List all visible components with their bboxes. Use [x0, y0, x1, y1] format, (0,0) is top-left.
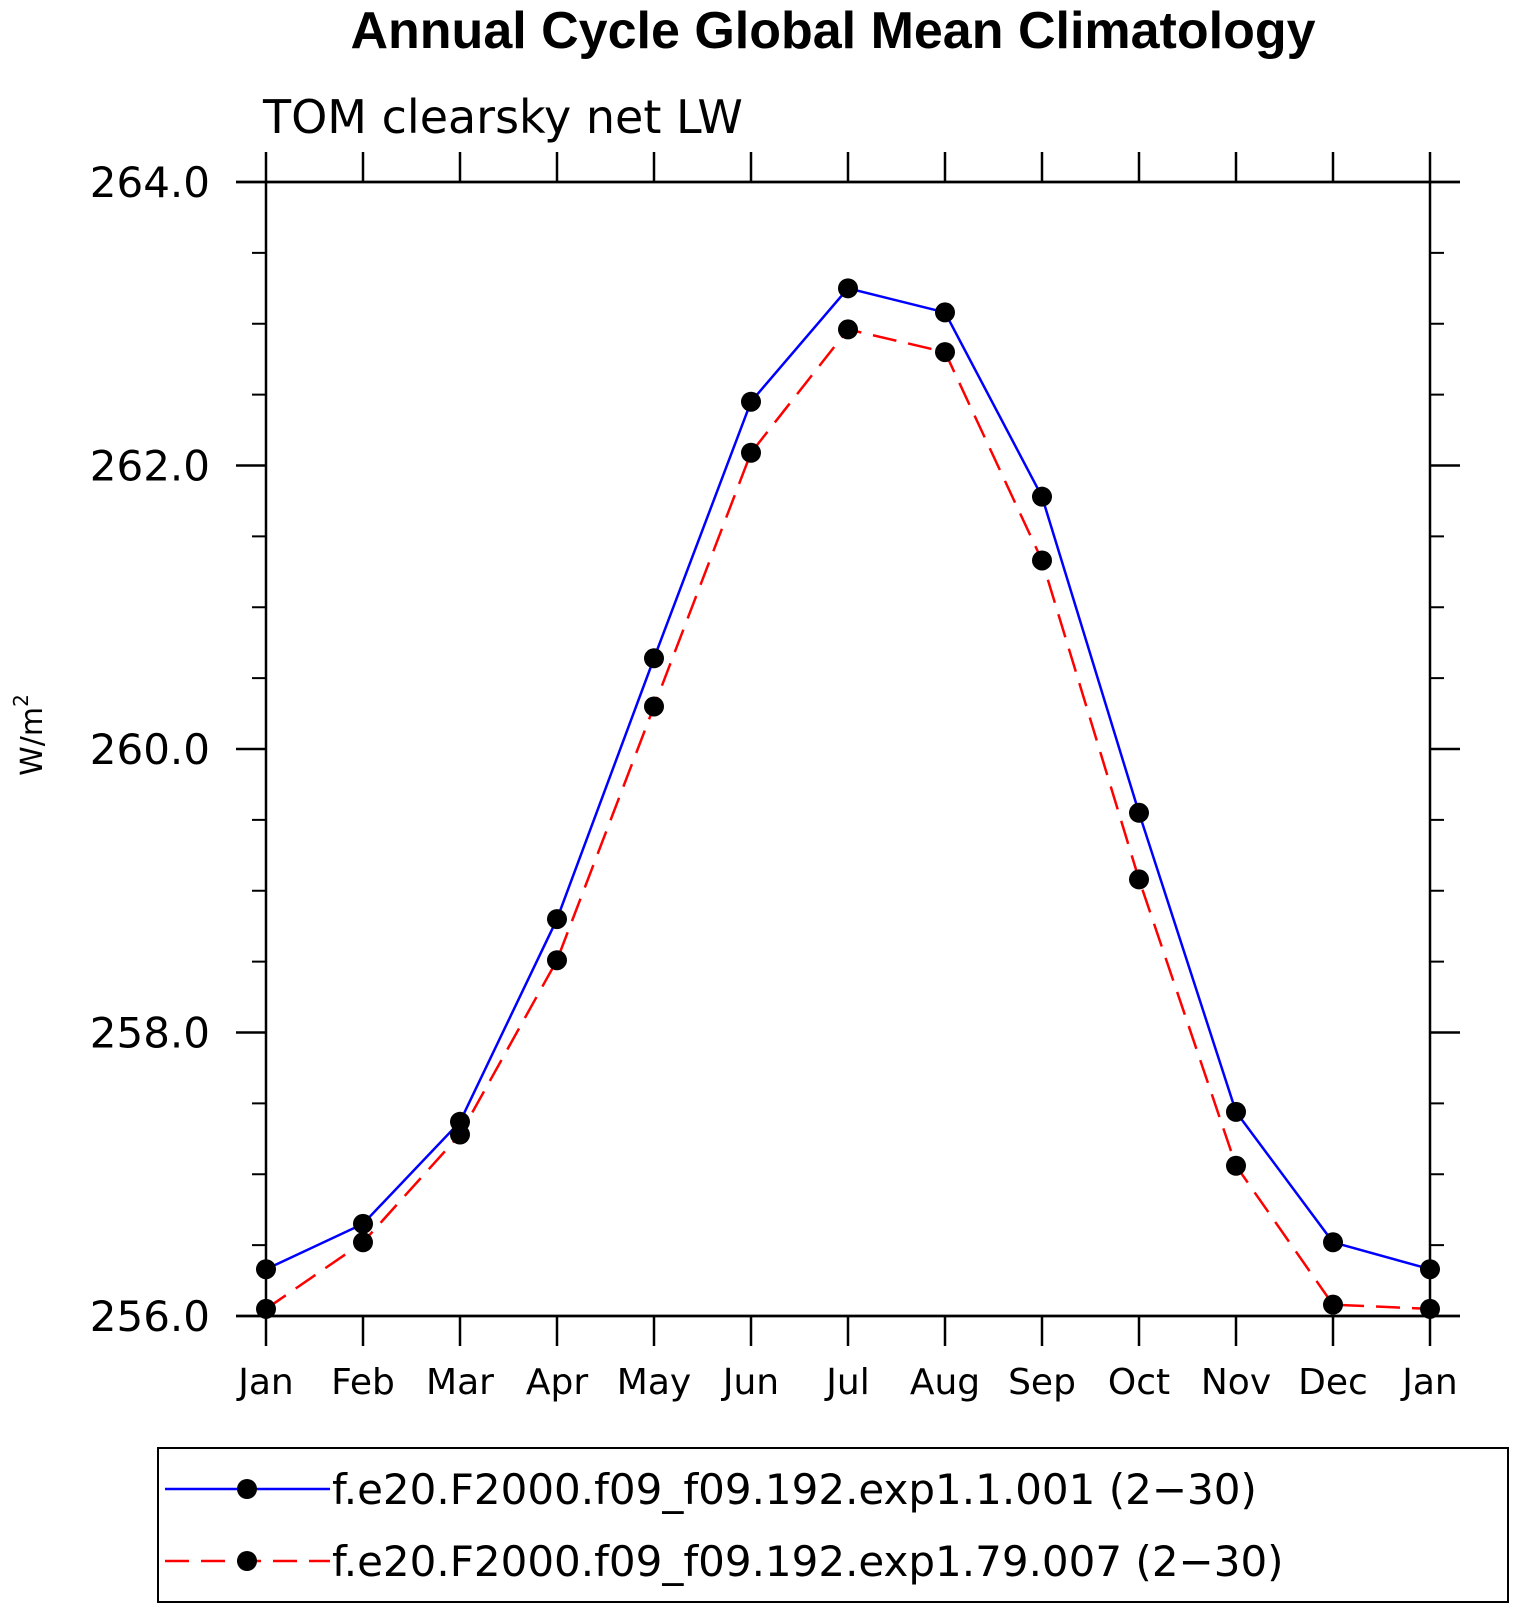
x-tick-label: Feb: [331, 1362, 395, 1403]
x-tick-label: Jan: [1400, 1362, 1458, 1403]
y-axis-label-main: W/m: [15, 707, 50, 776]
y-tick-label: 256.0: [90, 1292, 210, 1341]
legend-marker-series-1: [237, 1479, 257, 1499]
data-point-series-2: [1226, 1155, 1246, 1176]
y-tick-label: 264.0: [90, 158, 210, 207]
y-axis-label-superscript: 2: [9, 694, 33, 707]
chart-title: Annual Cycle Global Mean Climatology: [350, 2, 1315, 60]
series-line-1: [265, 286, 1431, 1271]
x-tick-label: Dec: [1298, 1362, 1368, 1403]
data-point-series-1: [741, 391, 761, 412]
x-tick-label: Nov: [1201, 1362, 1271, 1403]
x-tick-label: Oct: [1108, 1362, 1170, 1403]
data-point-series-2: [547, 950, 567, 971]
data-point-series-2: [450, 1124, 470, 1145]
series-lines: [265, 286, 1431, 1311]
x-tick-label: Jun: [721, 1362, 779, 1403]
data-point-series-1: [353, 1213, 373, 1234]
x-tick-label: Mar: [426, 1362, 494, 1403]
axis-ticks: Jan Feb Mar Apr May Jun Jul Aug Sep Oct Nov Dec Jan 2…: [90, 152, 1460, 1403]
legend-marker-series-2: [237, 1551, 257, 1571]
data-point-series-1: [1420, 1259, 1440, 1280]
x-tick-label: Apr: [526, 1362, 588, 1403]
legend: f.e20.F2000.f09_f09.192.exp1.1.001 (2−30…: [157, 1447, 1509, 1603]
x-tick-label: Jan: [236, 1362, 294, 1403]
plot-frame: [264, 180, 1432, 1318]
plot-axes: [236, 180, 1460, 1318]
data-point-series-1: [547, 909, 567, 930]
data-point-series-2: [256, 1298, 276, 1319]
x-tick-label: Jul: [824, 1362, 869, 1403]
data-point-series-2: [1032, 550, 1052, 571]
data-point-series-2: [353, 1232, 373, 1253]
y-tick-label: 262.0: [90, 442, 210, 491]
data-point-series-2: [644, 696, 664, 717]
data-point-series-2: [838, 319, 858, 340]
x-tick-label: Aug: [910, 1362, 980, 1403]
chart-subtitle: TOM clearsky net LW: [262, 90, 743, 144]
legend-label-series-2: f.e20.F2000.f09_f09.192.exp1.79.007 (2−3…: [332, 1537, 1284, 1586]
data-point-series-1: [935, 302, 955, 323]
legend-label-series-1: f.e20.F2000.f09_f09.192.exp1.1.001 (2−30…: [332, 1465, 1257, 1514]
data-point-series-1: [838, 278, 858, 299]
data-point-series-2: [741, 442, 761, 463]
y-tick-label: 260.0: [90, 725, 210, 774]
data-point-series-2: [1323, 1294, 1343, 1315]
data-point-series-2: [935, 342, 955, 363]
y-tick-label: 258.0: [90, 1009, 210, 1058]
data-point-series-1: [1032, 486, 1052, 507]
series-line-2: [265, 328, 1431, 1311]
y-axis-label: W/m2: [9, 694, 50, 776]
data-point-series-1: [256, 1259, 276, 1280]
x-tick-label: Sep: [1008, 1362, 1076, 1403]
data-point-series-1: [1323, 1232, 1343, 1253]
x-tick-label: May: [617, 1362, 691, 1403]
data-point-series-1: [1129, 802, 1149, 823]
data-point-series-2: [1129, 869, 1149, 890]
data-point-series-1: [1226, 1101, 1246, 1122]
legend-box: [157, 1447, 1509, 1603]
data-point-series-1: [644, 648, 664, 669]
series-markers: [256, 278, 1440, 1319]
data-point-series-2: [1420, 1298, 1440, 1319]
